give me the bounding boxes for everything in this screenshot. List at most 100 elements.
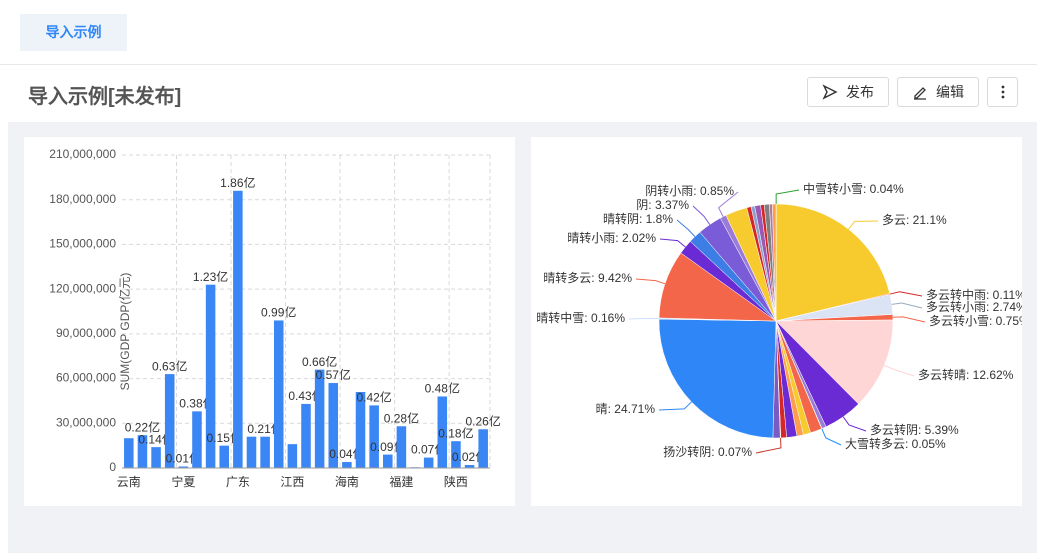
bar [219,445,229,468]
leader-line [659,238,686,248]
bar [369,405,379,468]
bar [342,462,352,468]
data-label: 多云转小雪: 0.75% [929,313,1022,328]
x-tick-label: 广东 [226,475,250,489]
data-label: 0.15亿 [207,430,242,445]
leader-line [892,316,926,323]
data-label: 0.14亿 [138,431,173,446]
data-label: 多云转阴: 5.39% [870,422,959,437]
pie-slice [658,318,777,439]
bar [273,320,284,468]
bar [451,441,461,468]
pie-slice [775,319,894,405]
data-label: 多云转小雨: 2.74% [926,299,1022,314]
data-label: 0.09亿 [370,439,405,454]
leader-line [889,291,923,297]
data-label: 阴: 3.37% [636,198,689,212]
bar [437,396,448,468]
y-tick-label: 150,000,000 [49,237,116,251]
bar [478,429,488,468]
data-label: 晴转小雨: 2.02% [567,230,656,245]
data-label: 晴转中雪: 0.16% [536,310,625,325]
data-label: 多云转晴: 12.62% [918,367,1014,382]
data-label: 0.42亿 [356,390,391,405]
data-label: 晴转多云: 9.42% [543,270,632,285]
data-label: 0.99亿 [261,305,296,320]
data-label: 0.01亿 [166,451,201,466]
pie-slice [772,203,777,322]
bar [137,435,148,468]
bar [124,438,134,468]
data-label: 1.86亿 [220,175,255,190]
bar [396,426,407,468]
y-tick-label: 60,000,000 [56,371,116,385]
data-label: 0.26亿 [466,413,501,428]
data-label: 多云转中雨: 0.11% [926,287,1022,302]
bar [260,436,270,468]
more-button[interactable] [987,77,1018,107]
y-tick-label: 120,000,000 [49,281,116,295]
bar [301,403,311,468]
data-label: 晴转阴: 1.8% [603,211,673,226]
leader-line [692,205,711,225]
y-tick-label: 90,000,000 [56,326,116,340]
leader-line [676,219,696,237]
data-label: 0.66亿 [302,354,337,369]
leader-line [848,220,879,230]
data-label: 中雪转小雪: 0.04% [803,181,904,196]
data-label: 0.02亿 [452,449,487,464]
data-label: 0.21亿 [247,421,282,436]
button-label: 编辑 [936,84,964,100]
edit-button[interactable]: 编辑 [897,77,979,107]
data-label: 1.23亿 [193,269,228,284]
pie-chart: 中雪转小雪: 0.04% 多云: 21.1% 多云转中雨: 0.11%多云转小雨: … [536,181,1022,459]
bar [328,383,339,468]
data-label: 0.38亿 [179,396,214,411]
y-tick-label: 210,000,000 [49,147,116,161]
bar [164,374,175,468]
bar [192,411,202,468]
x-tick-label: 福建 [389,474,413,489]
separator [0,64,1037,65]
data-label: 多云: 21.1% [882,213,947,227]
bar [205,284,216,468]
y-tick-label: 30,000,000 [56,415,116,429]
data-label: 0.28亿 [384,410,419,425]
leader-line [717,191,739,217]
leader-line [884,365,915,377]
leader-line [775,189,800,205]
bar-chart: 0 30,000,000 60,000,000 90,000,000 120,000,0… [49,147,501,489]
leader-line [635,278,666,285]
bar [151,447,161,468]
data-label: 0.18亿 [438,425,473,440]
data-label: 0.48亿 [425,381,460,396]
page-title: 导入示例[未发布] [28,86,182,108]
bar [233,190,243,468]
bar [287,444,298,468]
pencil-icon [914,87,926,100]
bar [383,454,393,468]
data-label: 0.07亿 [411,442,446,457]
data-label: 扬沙转阴: 0.07% [663,444,752,459]
x-tick-label: 宁夏 [171,474,195,489]
leader-line [658,401,692,411]
data-label: 0.57亿 [316,367,351,382]
y-axis-label: SUM(GDP GDP(亿元) [117,273,132,391]
x-tick-label: 海南 [335,474,359,489]
data-label: 0.22亿 [125,419,160,434]
button-label: 发布 [846,84,874,100]
publish-button[interactable]: 发布 [807,77,889,107]
leader-line [821,428,842,446]
bar [314,369,325,468]
bar [423,457,434,468]
leader-line [628,317,660,320]
bar [246,436,257,468]
data-label: 大雪转多云: 0.05% [845,436,946,451]
tab[interactable]: 导入示例 [20,14,127,51]
send-icon [822,84,838,100]
data-label: 0.04亿 [329,446,364,461]
data-label: 阴转小雨: 0.85% [645,183,734,198]
bar [355,391,366,468]
leader-line [891,302,923,309]
